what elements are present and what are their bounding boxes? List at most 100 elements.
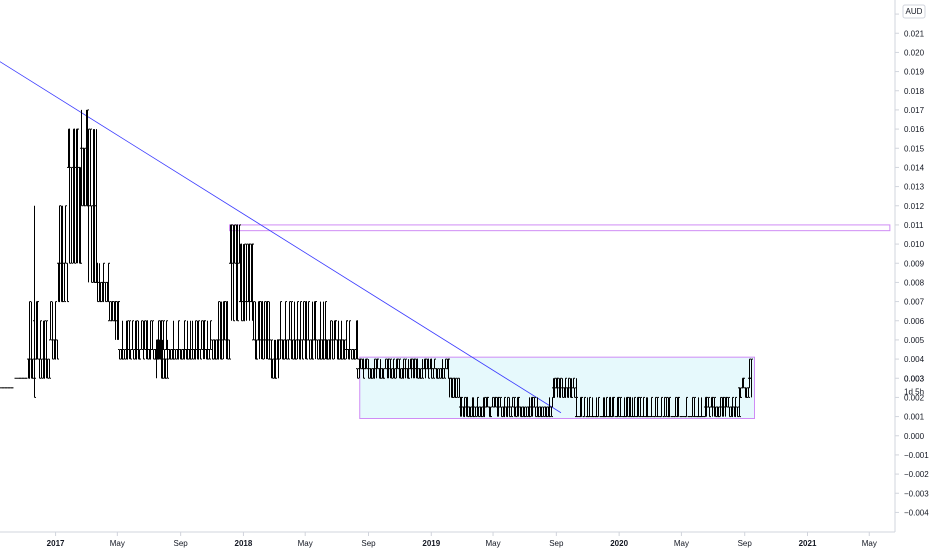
resistance-zone-rectangle[interactable] (229, 224, 891, 232)
ohlc-bar (316, 339, 319, 360)
ohlc-bar (340, 320, 343, 360)
ohlc-bar (177, 320, 180, 360)
ohlc-bar (564, 377, 567, 398)
time-tick-label: 2021 (799, 539, 817, 548)
ohlc-bar (252, 301, 255, 341)
trendline[interactable] (0, 60, 562, 414)
ohlc-bar (685, 396, 688, 418)
ohlc-bar (379, 359, 382, 379)
ohlc-bar (90, 205, 93, 283)
price-tick-label: −0.002 (904, 470, 929, 479)
time-axis[interactable]: 2017 May Sep 2018 May Sep 2019 May Sep 2020 May Sep… (47, 532, 877, 548)
ohlc-bar (302, 301, 305, 341)
ohlc-bar (87, 128, 90, 283)
ohlc-bar (463, 396, 466, 417)
ohlc-bar (83, 147, 86, 207)
price-tick-label: 0.020 (904, 48, 925, 57)
ohlc-bar (693, 396, 696, 418)
currency-badge[interactable]: AUD (902, 4, 926, 19)
ohlc-bar (486, 396, 489, 408)
time-tick-label: 2017 (47, 539, 65, 548)
ohlc-bar (203, 320, 206, 360)
ohlc-bar (580, 396, 583, 418)
ohlc-bar (337, 320, 340, 360)
ohlc-bar (454, 377, 457, 398)
ohlc-bar (197, 320, 200, 360)
ohlc-bar (553, 377, 556, 398)
ohlc-bar (46, 358, 49, 379)
ohlc-bar (64, 205, 67, 264)
price-tick-label: 0.011 (904, 221, 924, 230)
ohlc-bar (665, 396, 668, 418)
time-tick-label: May (862, 539, 877, 548)
ohlc-bar (311, 301, 314, 360)
ohlc-bar (745, 387, 748, 398)
price-tick-label: 0.019 (904, 68, 925, 77)
ohlc-bar (407, 359, 410, 379)
time-tick-label: May (110, 539, 125, 548)
ohlc-bar (299, 301, 302, 360)
ohlc-bar (494, 396, 497, 408)
ohlc-bar (356, 320, 359, 360)
ohlc-bar (243, 243, 246, 321)
ohlc-bar (329, 320, 332, 360)
ohlc-bar (343, 339, 346, 360)
ohlc-bar (451, 377, 454, 398)
ohlc-bar (31, 358, 34, 379)
ohlc-bar (725, 396, 728, 408)
ohlc-bar (28, 301, 31, 379)
price-tick-label: 0.001 (904, 413, 925, 422)
ohlc-bar (33, 205, 36, 398)
ohlc-bar (404, 358, 407, 379)
ohlc-bar (477, 406, 480, 418)
ohlc-bar (438, 368, 441, 379)
ohlc-bar (387, 358, 390, 379)
ohlc-bar (500, 406, 503, 418)
ohlc-bar (497, 396, 500, 417)
ohlc-bar (114, 301, 117, 340)
price-tick-label: 0.002 (904, 393, 925, 402)
ohlc-bar (238, 224, 241, 264)
time-tick-label: Sep (361, 539, 376, 548)
ohlc-bar (58, 205, 61, 302)
ohlc-bar (149, 320, 152, 360)
ohlc-bar (334, 320, 337, 341)
ohlc-bar (236, 224, 239, 322)
ohlc-bar (480, 406, 483, 418)
ohlc-bar (331, 320, 334, 360)
price-tick-label: −0.003 (904, 489, 929, 498)
ohlc-bar (376, 358, 379, 370)
price-tick-label: 0.010 (904, 240, 925, 249)
ohlc-bar (166, 339, 169, 379)
currency-badge-label: AUD (906, 7, 923, 16)
ohlc-bar (132, 349, 135, 360)
ohlc-bar (370, 368, 373, 379)
ohlc-bar (186, 320, 189, 360)
ohlc-bar (271, 358, 274, 379)
ohlc-bar (373, 358, 376, 379)
ohlc-bar (633, 396, 636, 418)
price-tick-label: 0.000 (904, 432, 925, 441)
ohlc-bar (263, 301, 266, 360)
ohlc-bar (143, 320, 146, 350)
ohlc-bar (540, 406, 543, 418)
time-tick-label: Sep (174, 539, 189, 548)
ohlc-bar (534, 406, 537, 418)
ohlc-bar (117, 301, 120, 340)
ohlc-bar (663, 396, 666, 418)
ohlc-bar (359, 358, 362, 370)
ohlc-bar (161, 339, 164, 379)
ohlc-bar (322, 301, 325, 360)
ohlc-bar (206, 320, 209, 360)
ohlc-bar (220, 301, 223, 360)
ohlc-bar (183, 320, 186, 360)
ohlc-bar (180, 349, 183, 360)
price-tick-label: 0.007 (904, 298, 925, 307)
ohlc-bar (326, 339, 329, 360)
price-tick-label: 0.014 (904, 163, 925, 172)
ohlc-bar (691, 396, 694, 418)
ohlc-bar (520, 406, 523, 418)
ohlc-bar (424, 358, 427, 379)
ohlc-bar (588, 396, 591, 418)
